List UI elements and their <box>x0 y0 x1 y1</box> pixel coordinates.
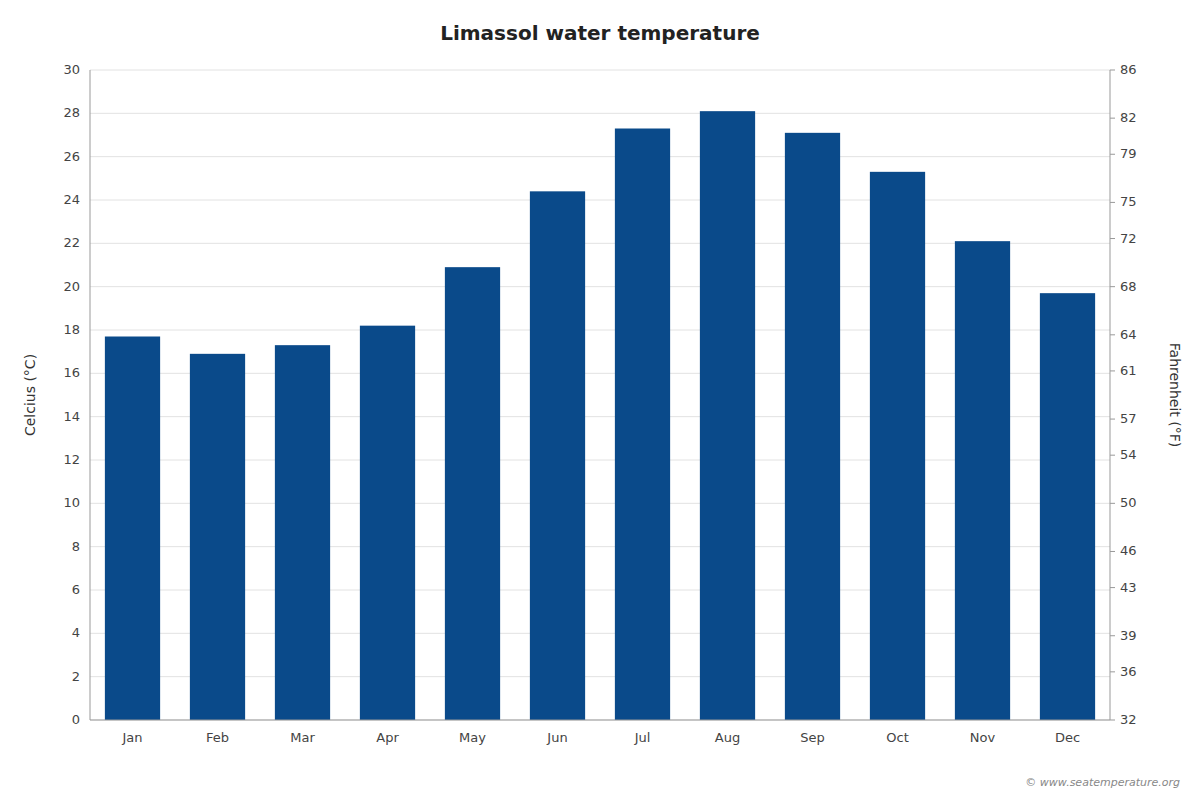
y2-tick-label: 61 <box>1120 363 1137 378</box>
bar <box>1040 293 1095 720</box>
bar <box>445 267 500 720</box>
y-tick-label: 22 <box>63 235 80 250</box>
x-tick-label: Mar <box>290 730 315 745</box>
y-tick-label: 12 <box>63 452 80 467</box>
chart-container: Limassol water temperature02468101214161… <box>0 0 1200 800</box>
watermark: © www.seatemperature.org <box>1025 776 1180 789</box>
y2-tick <box>1110 551 1115 552</box>
y2-tick-label: 68 <box>1120 279 1137 294</box>
y2-axis-line <box>1110 70 1111 720</box>
y2-tick <box>1110 154 1115 155</box>
y-tick-label: 26 <box>63 149 80 164</box>
bar <box>700 111 755 720</box>
x-tick-label: Jul <box>634 730 651 745</box>
grid <box>90 70 1110 720</box>
grid-line <box>90 113 1110 114</box>
y2-tick <box>1110 286 1115 287</box>
y-tick-label: 28 <box>63 105 80 120</box>
y2-tick-label: 79 <box>1120 146 1137 161</box>
x-tick-label: Apr <box>376 730 399 745</box>
y-tick-label: 2 <box>72 669 80 684</box>
x-tick-label: Oct <box>886 730 908 745</box>
x-tick-label: May <box>459 730 486 745</box>
y2-tick <box>1110 70 1115 71</box>
title: Limassol water temperature <box>440 21 760 45</box>
y2-tick-label: 82 <box>1120 110 1137 125</box>
x-tick-label: Feb <box>206 730 229 745</box>
bars <box>105 111 1095 720</box>
bar <box>870 172 925 720</box>
bar <box>955 241 1010 720</box>
y-axis-line <box>90 70 91 720</box>
y2-tick <box>1110 238 1115 239</box>
bar <box>615 129 670 721</box>
y2-tick <box>1110 587 1115 588</box>
y2-tick-label: 46 <box>1120 543 1137 558</box>
bar <box>275 345 330 720</box>
x-tick-label: Jun <box>546 730 567 745</box>
y-tick-label: 8 <box>72 539 80 554</box>
y2-tick <box>1110 202 1115 203</box>
chart-svg: Limassol water temperature02468101214161… <box>0 0 1200 800</box>
grid-line <box>90 70 1110 71</box>
y-tick-label: 10 <box>63 495 80 510</box>
bar <box>190 354 245 720</box>
y2-tick <box>1110 455 1115 456</box>
y2-tick-label: 32 <box>1120 712 1137 727</box>
y2-tick-label: 39 <box>1120 628 1137 643</box>
y2-tick <box>1110 635 1115 636</box>
y-tick-label: 4 <box>72 625 80 640</box>
y-tick-label: 6 <box>72 582 80 597</box>
x-tick-label: Sep <box>800 730 825 745</box>
y-axis-label: Celcius (°C) <box>22 354 38 436</box>
y2-tick <box>1110 503 1115 504</box>
y2-tick-label: 54 <box>1120 447 1137 462</box>
y-tick-label: 14 <box>63 409 80 424</box>
y-tick-label: 18 <box>63 322 80 337</box>
y2-tick <box>1110 118 1115 119</box>
y2-tick-label: 64 <box>1120 327 1137 342</box>
y2-tick-label: 57 <box>1120 411 1137 426</box>
bar <box>530 191 585 720</box>
bar <box>785 133 840 720</box>
x-tick-label: Nov <box>970 730 996 745</box>
y2-tick <box>1110 370 1115 371</box>
y2-axis-label: Fahrenheit (°F) <box>1167 343 1183 447</box>
y2-tick <box>1110 334 1115 335</box>
y-tick-label: 16 <box>63 365 80 380</box>
y-tick-label: 20 <box>63 279 80 294</box>
y2-tick-label: 86 <box>1120 62 1137 77</box>
x-tick-label: Aug <box>715 730 740 745</box>
grid-line <box>90 720 1110 721</box>
bar <box>105 337 160 721</box>
y2-tick-label: 50 <box>1120 495 1137 510</box>
x-tick-label: Jan <box>121 730 142 745</box>
y2-tick-label: 36 <box>1120 664 1137 679</box>
y2-tick-label: 72 <box>1120 231 1137 246</box>
bar <box>360 326 415 720</box>
y2-tick <box>1110 720 1115 721</box>
grid-line <box>90 200 1110 201</box>
y-tick-label: 24 <box>63 192 80 207</box>
y2-tick <box>1110 671 1115 672</box>
y-tick-label: 0 <box>72 712 80 727</box>
y2-tick-label: 75 <box>1120 194 1137 209</box>
y-tick-label: 30 <box>63 62 80 77</box>
y2-tick <box>1110 419 1115 420</box>
y2-tick-label: 43 <box>1120 580 1137 595</box>
x-axis-line <box>90 720 1110 721</box>
x-tick-label: Dec <box>1055 730 1080 745</box>
grid-line <box>90 156 1110 157</box>
